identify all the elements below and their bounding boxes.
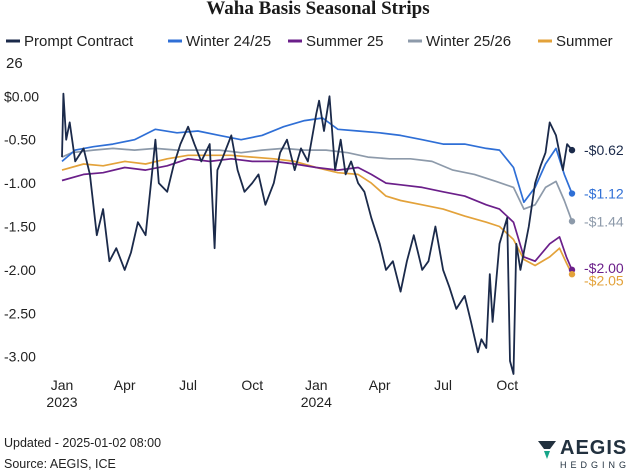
- series-line: [61, 117, 573, 204]
- y-tick-label: -2.00: [4, 262, 36, 278]
- series-layer: [61, 92, 573, 375]
- series-end-marker: [568, 271, 576, 278]
- series-end-label: -$2.00: [584, 260, 624, 276]
- y-axis: $0.00 -0.50 -1.00 -1.50 -2.00 -2.50 -3.00: [4, 88, 39, 364]
- y-tick-label: -2.50: [4, 305, 36, 321]
- y-tick-label: -1.50: [4, 218, 36, 234]
- series-line: [61, 154, 573, 275]
- logo-subtitle: HEDGING: [560, 460, 631, 470]
- x-tick-label: Jul: [179, 377, 197, 393]
- legend-label: Winter 24/25: [186, 33, 271, 50]
- footer-updated: Updated - 2025-01-02 08:00: [4, 436, 162, 450]
- y-tick-label: $0.00: [4, 88, 39, 104]
- series-end-label: -$1.44: [584, 213, 624, 229]
- chart-title: Waha Basis Seasonal Strips: [206, 0, 429, 19]
- x-tick-year: 2024: [301, 394, 332, 410]
- x-tick-label: Jul: [434, 377, 452, 393]
- legend-item: Winter 25/26: [408, 33, 511, 50]
- legend-item: Summer 25: [288, 33, 384, 50]
- series-end-label: -$1.12: [584, 186, 624, 202]
- series-end-marker: [568, 190, 576, 197]
- x-tick-year: 2023: [46, 394, 77, 410]
- aegis-logo-icon: [538, 441, 556, 459]
- logo: AEGIS HEDGING: [534, 437, 632, 475]
- y-tick-label: -0.50: [4, 132, 36, 148]
- series-end-marker: [568, 218, 576, 225]
- logo-wordmark: AEGIS: [560, 437, 628, 459]
- legend-label-wrap: 26: [6, 55, 23, 72]
- series-end-marker: [568, 146, 576, 154]
- legend: Prompt Contract Winter 24/25 Summer 25 Wint…: [6, 33, 613, 72]
- series-end-label: -$0.62: [584, 142, 624, 158]
- legend-label: Summer 25: [306, 33, 384, 50]
- legend-item: Winter 24/25: [168, 33, 271, 50]
- y-tick-label: -1.00: [4, 175, 36, 191]
- x-tick-label: Jan: [305, 377, 328, 393]
- legend-item: Prompt Contract: [6, 33, 134, 50]
- series-line: [61, 92, 573, 375]
- footer-source: Source: AEGIS, ICE: [4, 457, 116, 471]
- series-line: [61, 157, 573, 271]
- legend-item: Summer: [538, 33, 613, 50]
- legend-label: Prompt Contract: [24, 33, 134, 50]
- x-tick-label: Apr: [369, 377, 391, 393]
- x-tick-label: Apr: [114, 377, 136, 393]
- x-tick-label: Oct: [496, 377, 518, 393]
- series-end-label: -$2.05: [584, 272, 624, 288]
- end-labels: -$0.62 -$1.12 -$2.00 -$1.44 -$2.05: [568, 142, 624, 288]
- y-tick-label: -3.00: [4, 349, 36, 365]
- x-tick-label: Jan: [51, 377, 74, 393]
- legend-label: Winter 25/26: [426, 33, 511, 50]
- x-tick-label: Oct: [241, 377, 263, 393]
- series-line: [61, 147, 573, 222]
- legend-label: Summer: [556, 33, 613, 50]
